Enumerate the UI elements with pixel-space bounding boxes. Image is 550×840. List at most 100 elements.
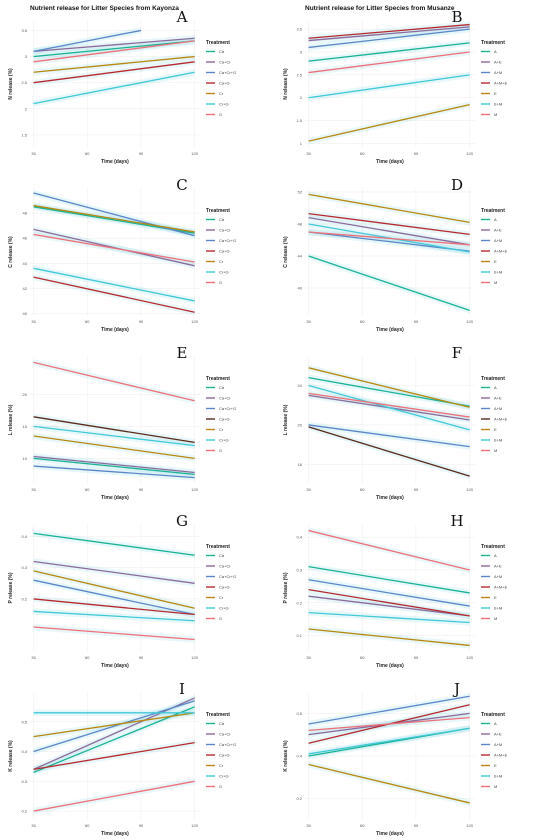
legend-label: A+M+E	[494, 417, 508, 422]
series-line	[33, 29, 142, 52]
x-tick-label: 60	[85, 487, 90, 492]
x-tick-label: 120	[191, 487, 198, 492]
legend-label: A+E	[494, 396, 502, 401]
series-line	[308, 727, 470, 755]
panel-f: 16 20 24 30 60 90 120 Time (days) L release (%) F…	[275, 336, 550, 504]
y-tick-label: 16	[298, 462, 303, 467]
legend-label: A+M	[494, 574, 502, 579]
y-tick-label: 1.5	[21, 132, 27, 137]
series-line	[308, 695, 470, 725]
y-tick-label: 2.5	[296, 72, 302, 77]
y-tick-label: 3	[300, 50, 303, 55]
x-tick-label: 60	[360, 319, 365, 324]
series-line	[33, 712, 195, 738]
y-tick-label: 0.3	[21, 779, 27, 784]
y-tick-label: 46	[23, 236, 28, 241]
y-tick-label: 20	[23, 392, 28, 397]
x-axis-label: Time (days)	[376, 159, 404, 165]
legend-label: Cr	[219, 259, 224, 264]
y-tick-label: 44	[298, 254, 303, 259]
series-line	[33, 457, 195, 476]
legend-label: Ca+Cr+G	[219, 406, 236, 411]
x-axis-label: Time (days)	[101, 495, 129, 501]
chart-svg: 1 1.5 2 2.5 3 3.5 30 60 90 120 Time (days) N releas…	[283, 5, 508, 165]
panel-a: 1.5 2 2.5 3 3.5 30 60 90 120 Time (days) N release…	[0, 0, 275, 168]
series-line	[33, 780, 195, 812]
y-tick-label: 0.5	[21, 719, 27, 724]
series-line	[308, 595, 470, 617]
series-line	[33, 276, 195, 313]
x-tick-label: 120	[466, 151, 473, 156]
legend-label: A	[494, 721, 497, 726]
y-tick-label: 0.3	[296, 567, 302, 572]
panel-letter: C	[176, 176, 187, 194]
panel-letter: H	[450, 512, 463, 530]
x-tick-label: 60	[360, 823, 365, 828]
chart-svg: 0.2 0.3 0.4 0.5 30 60 90 120 Time (days) K releas…	[8, 680, 236, 837]
series-line	[33, 40, 195, 63]
legend-label: M	[494, 448, 497, 453]
y-tick-label: 0.2	[21, 596, 27, 601]
x-axis-label: Time (days)	[101, 831, 129, 837]
y-axis-label: N release (%)	[8, 68, 14, 100]
x-tick-label: 60	[360, 487, 365, 492]
y-axis-label: P release (%)	[8, 572, 14, 603]
panel-j: 0.2 0.4 0.6 30 60 90 120 Time (days) K release (…	[275, 672, 550, 840]
y-tick-label: 0.2	[296, 600, 302, 605]
legend-label: Ca	[219, 49, 225, 54]
series-line	[308, 212, 470, 236]
x-tick-label: 30	[31, 487, 36, 492]
series-line	[33, 192, 195, 237]
legend-title: Treatment	[481, 208, 505, 214]
y-tick-label: 2	[300, 95, 303, 100]
y-tick-label: 40	[298, 286, 303, 291]
legend-label: A+E	[494, 564, 502, 569]
x-tick-label: 30	[306, 823, 311, 828]
y-tick-label: 15	[23, 424, 28, 429]
chart-svg: 1.5 2 2.5 3 3.5 30 60 90 120 Time (days) N release…	[8, 5, 236, 165]
y-tick-label: 20	[298, 422, 303, 427]
series-line	[308, 28, 470, 49]
y-tick-label: 48	[23, 211, 28, 216]
legend-label: E+M	[494, 606, 502, 611]
legend-label: Ca	[219, 217, 225, 222]
panel-letter: J	[452, 680, 460, 698]
panel-letter: F	[452, 344, 462, 362]
x-tick-label: 60	[85, 151, 90, 156]
legend-label: Cr+G	[219, 606, 229, 611]
legend-label: Cr+G	[219, 774, 229, 779]
legend-label: E	[494, 427, 497, 432]
y-tick-label: 0.4	[296, 754, 302, 759]
legend-label: E+M	[494, 102, 502, 107]
series-line	[308, 103, 470, 142]
y-axis-label: L release (%)	[283, 404, 289, 435]
y-tick-label: 0.4	[296, 535, 302, 540]
legend-label: Ca+Cr	[219, 396, 231, 401]
x-tick-label: 90	[414, 487, 419, 492]
legend-title: Treatment	[481, 712, 505, 718]
legend-title: Treatment	[481, 544, 505, 550]
series-line	[33, 37, 195, 52]
legend-label: E+M	[494, 270, 502, 275]
series-line	[33, 416, 195, 444]
legend-label: A+E	[494, 732, 502, 737]
x-tick-label: 30	[31, 823, 36, 828]
panel-b: 1 1.5 2 2.5 3 3.5 30 60 90 120 Time (days) N releas…	[275, 0, 550, 168]
series-line	[308, 384, 470, 431]
series-line	[308, 231, 470, 246]
x-tick-label: 120	[466, 655, 473, 660]
series-line	[308, 426, 470, 477]
series-line	[308, 424, 470, 448]
series-line	[33, 532, 195, 556]
y-axis-label: C release (%)	[283, 236, 289, 268]
legend-label: Ca+Cr+G	[219, 70, 236, 75]
x-tick-label: 60	[360, 151, 365, 156]
panel-e: 10 15 20 30 60 90 120 Time (days) L release (%) E…	[0, 336, 275, 504]
series-line	[308, 367, 470, 408]
y-tick-label: 52	[298, 190, 303, 195]
series-line	[308, 26, 470, 42]
legend-label: Ca	[219, 721, 225, 726]
series-line	[33, 610, 195, 622]
series-line	[308, 628, 470, 647]
